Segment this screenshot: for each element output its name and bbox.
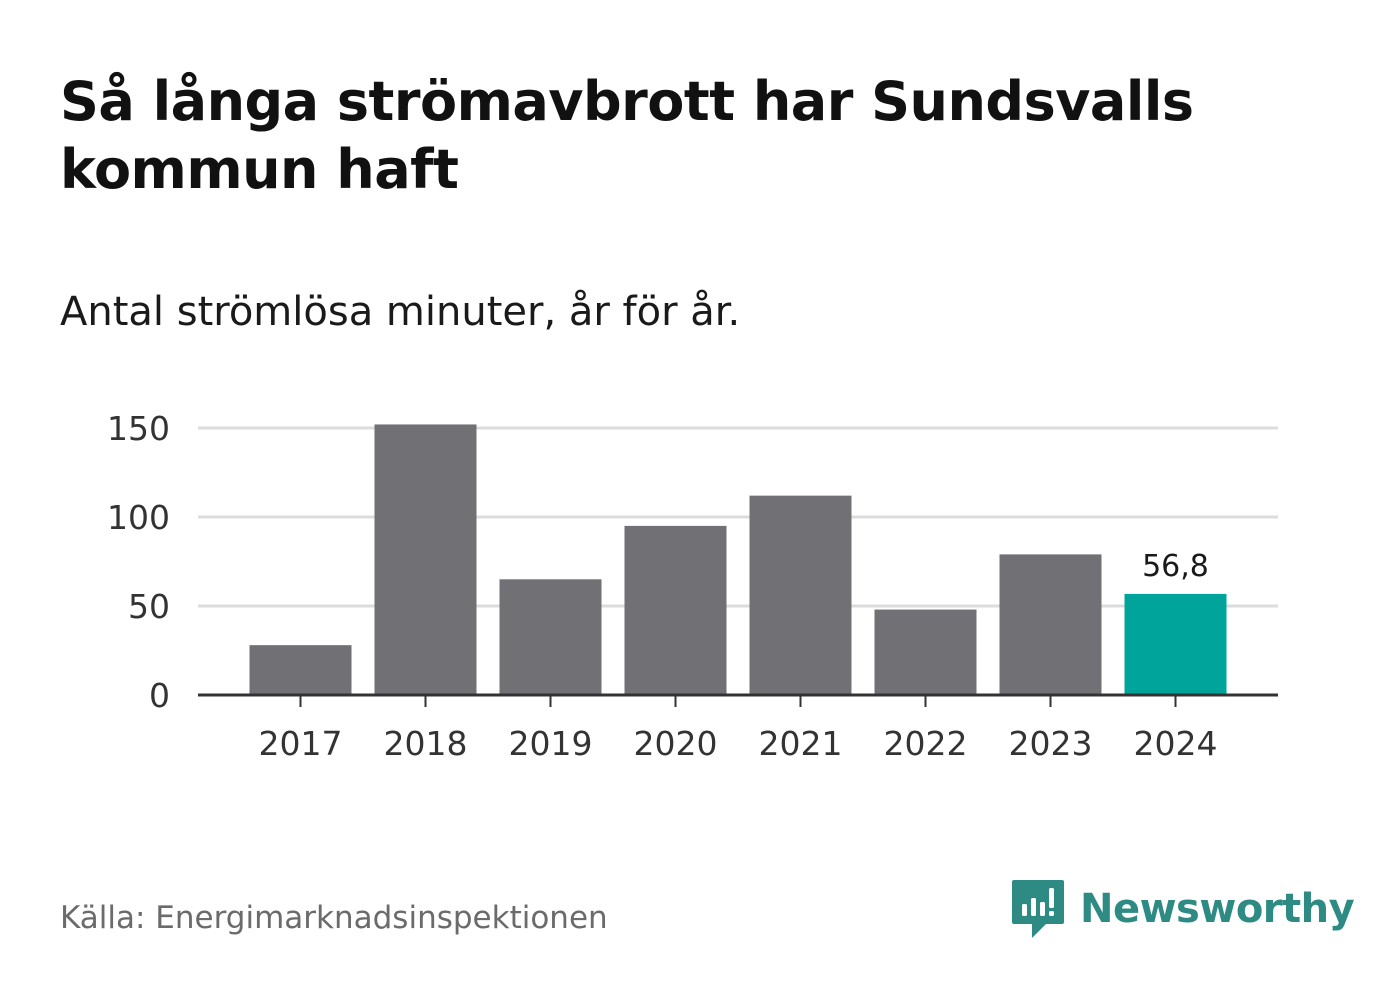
newsworthy-logo: Newsworthy (1010, 878, 1355, 940)
bar-2018 (374, 424, 477, 695)
x-tick-label-2023: 2023 (1009, 724, 1093, 763)
bar-2023 (999, 554, 1102, 695)
x-tick-label-2017: 2017 (259, 724, 343, 763)
x-tick-label-2022: 2022 (884, 724, 968, 763)
bar-chart: 0 50 100 150 2017 2018 2019 2020 2021 2022 2023 202… (107, 409, 1278, 763)
y-tick-label-150: 150 (107, 409, 170, 448)
x-tick-label-2018: 2018 (384, 724, 468, 763)
x-tick-label-2021: 2021 (759, 724, 843, 763)
y-tick-label-50: 50 (128, 587, 170, 626)
bar-2019 (499, 579, 602, 695)
bar-2022 (874, 609, 977, 695)
chart-title: Så långa strömavbrott har Sundsvalls kom… (60, 70, 1194, 201)
data-label-2024: 56,8 (1142, 549, 1209, 584)
source-note: Källa: Energimarknadsinspektionen (60, 900, 608, 936)
x-tick-label-2019: 2019 (509, 724, 593, 763)
newsworthy-logo-icon (1012, 880, 1064, 938)
y-tick-label-0: 0 (149, 676, 170, 715)
chart-subtitle: Antal strömlösa minuter, år för år. (60, 289, 741, 335)
bar-2020 (624, 525, 727, 695)
brand-name: Newsworthy (1080, 886, 1355, 932)
x-tick-label-2020: 2020 (634, 724, 718, 763)
y-tick-label-100: 100 (107, 498, 170, 537)
x-tick-label-2024: 2024 (1134, 724, 1218, 763)
bar-2024 (1124, 593, 1227, 695)
bar-2017 (249, 645, 352, 695)
bar-2021 (749, 495, 852, 695)
